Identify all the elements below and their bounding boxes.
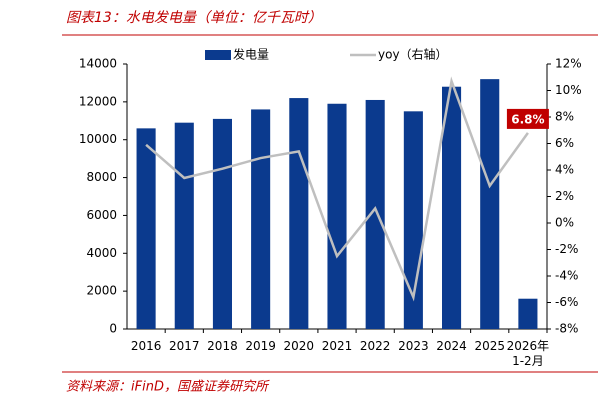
y-tick-label: 14000	[79, 57, 117, 71]
legend-label: yoy（右轴）	[378, 47, 448, 62]
y2-tick-label: 2%	[555, 189, 574, 203]
y-tick-label: 4000	[86, 246, 117, 260]
value-label: 6.8%	[511, 112, 544, 126]
x-tick-label: 2017	[169, 339, 200, 353]
y-tick-label: 2000	[86, 284, 117, 298]
y2-tick-label: 8%	[555, 110, 574, 124]
line	[145, 76, 529, 302]
y2-tick-label: -2%	[555, 242, 578, 256]
x-tick-label: 2021	[322, 339, 353, 353]
x-tick-label: 2018	[207, 339, 238, 353]
x-tick-label: 2026年 1-2月	[507, 339, 550, 368]
bar	[136, 128, 156, 329]
x-tick-label: 2023	[398, 339, 429, 353]
y2-tick-label: -4%	[555, 269, 578, 283]
y2-tick-label: 10%	[555, 83, 582, 97]
y2-tick-label: -6%	[555, 295, 578, 309]
bar	[518, 298, 538, 329]
x-tick-label: 2024	[436, 339, 467, 353]
y-tick-label: 6000	[86, 208, 117, 222]
bar	[289, 98, 309, 329]
y2-tick-label: 4%	[555, 163, 574, 177]
y2-tick-label: 12%	[555, 57, 582, 71]
y-tick-label: 12000	[79, 94, 117, 108]
bar	[212, 118, 232, 330]
y-tick-label: 0	[109, 322, 117, 336]
bar	[251, 109, 271, 329]
y-tick-label: 8000	[86, 170, 117, 184]
x-tick-label: 2020	[284, 339, 315, 353]
bar	[442, 86, 462, 329]
value-label-box	[506, 108, 549, 129]
bar	[480, 79, 500, 330]
bar	[327, 103, 347, 329]
legend-label: 发电量	[233, 47, 269, 62]
bar	[174, 122, 194, 329]
bar	[365, 99, 385, 329]
x-tick-label: 2019	[245, 339, 276, 353]
x-tick-label: 2022	[360, 339, 391, 353]
x-tick-label: 2016	[131, 339, 162, 353]
chart-title: 图表13：水电发电量（单位：亿千瓦时）	[66, 10, 322, 26]
y2-tick-label: -8%	[555, 322, 578, 336]
x-tick-label: 2025	[474, 339, 505, 353]
legend-swatch	[205, 50, 231, 60]
source: 资料来源：iFinD，国盛证券研究所	[66, 379, 270, 395]
y2-tick-label: 0%	[555, 216, 574, 230]
y2-tick-label: 6%	[555, 136, 574, 150]
y-tick-label: 10000	[79, 132, 117, 146]
